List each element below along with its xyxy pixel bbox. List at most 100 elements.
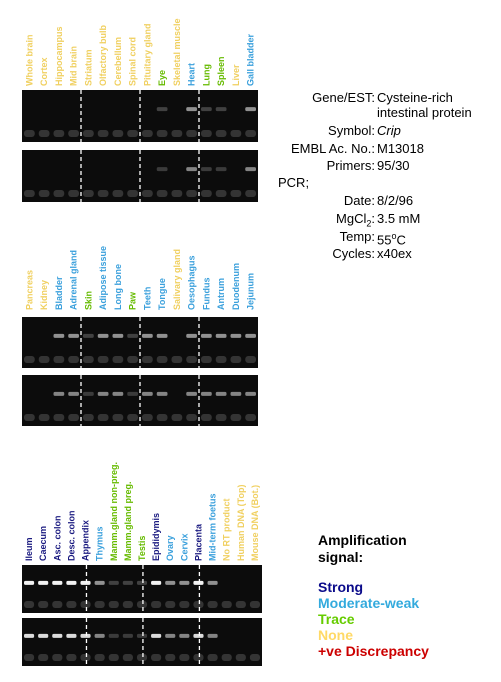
- gel-band: [112, 391, 124, 396]
- gel-glow: [38, 190, 50, 197]
- info-text: 55: [377, 232, 392, 248]
- gel-glow: [151, 601, 162, 608]
- gel-band: [68, 391, 79, 396]
- gel-band: [215, 107, 227, 112]
- gel-glow: [230, 190, 242, 197]
- info-text: x40ex: [377, 246, 412, 261]
- gel-glow: [165, 601, 176, 608]
- gel-band: [142, 391, 153, 396]
- info-label: Temp:: [340, 229, 375, 244]
- lane-label: Cervix: [179, 533, 189, 561]
- lane-label: Ileum: [24, 537, 34, 561]
- gel-band: [151, 580, 162, 585]
- gel-glow: [83, 190, 94, 197]
- lane-label: Spleen: [216, 56, 226, 86]
- info-label: Cycles:: [332, 246, 375, 261]
- gel-glow: [38, 601, 49, 608]
- lane-label: Mamm.gland non-preg.: [109, 462, 119, 561]
- gel-band: [142, 333, 153, 338]
- lane-label: Epididymis: [151, 513, 161, 561]
- lane-label: No RT product: [222, 499, 232, 562]
- lane-label: Human DNA (Top): [236, 485, 246, 562]
- lane-label: Skin: [83, 291, 93, 310]
- gel-glow: [66, 601, 77, 608]
- legend-item: Trace: [318, 611, 355, 627]
- lane-label: Hippocampus: [54, 26, 64, 86]
- gel-glow: [156, 414, 168, 421]
- lane-label: Eye: [157, 70, 167, 86]
- gel-glow: [201, 190, 212, 197]
- gel-glow: [186, 130, 197, 137]
- info-value: Crip: [377, 123, 401, 138]
- gel-glow: [215, 130, 227, 137]
- info-text: C: [396, 232, 406, 248]
- gel-glow: [24, 654, 35, 661]
- info-text: Cycles:: [332, 246, 375, 261]
- gel-band: [151, 633, 162, 638]
- gel-glow: [53, 356, 65, 363]
- lane-label: Mouse DNA (Bot.): [250, 485, 260, 561]
- gel-band: [53, 391, 65, 396]
- gel-band: [52, 580, 63, 585]
- gel-glow: [136, 601, 148, 608]
- lane-label: Pituitary gland: [142, 23, 152, 86]
- info-label: Date:: [344, 193, 375, 208]
- info-label: Gene/EST:: [312, 90, 375, 105]
- lane-label: Cortex: [39, 57, 49, 86]
- gel-glow: [94, 654, 105, 661]
- gel-glow: [97, 190, 109, 197]
- gel-glow: [112, 130, 124, 137]
- gel-glow: [68, 414, 79, 421]
- legend-title: Amplification signal:: [318, 532, 407, 565]
- gel-glow: [83, 130, 94, 137]
- info-text: 95/30: [377, 158, 410, 173]
- gel-band: [201, 167, 212, 172]
- info-value: Cysteine-rich intestinal protein: [377, 90, 472, 120]
- gel-glow: [215, 190, 227, 197]
- lane-label: Caecum: [38, 526, 48, 561]
- gel-band: [52, 633, 63, 638]
- gel-band: [193, 633, 204, 638]
- lane-label: Spinal cord: [128, 37, 138, 86]
- gel-band: [193, 580, 204, 585]
- lane-label: Salivary gland: [172, 249, 182, 310]
- gel-glow: [127, 356, 138, 363]
- lane-label: Olfactory bulb: [98, 24, 108, 86]
- gel-glow: [68, 356, 79, 363]
- lane-label: Thymus: [95, 526, 105, 561]
- info-value: 3.5 mM: [377, 211, 420, 226]
- gel-band: [179, 580, 190, 585]
- gel-glow: [80, 654, 91, 661]
- gel-glow: [156, 356, 168, 363]
- lane-label: Heart: [187, 63, 197, 86]
- lane-label: Cerebellum: [113, 37, 123, 86]
- gel-band: [80, 633, 91, 638]
- gel-glow: [201, 356, 212, 363]
- gel-glow: [193, 601, 204, 608]
- lane-label: Skeletal muscle: [172, 18, 182, 86]
- info-text: Cysteine-rich: [377, 90, 453, 105]
- lane-label: Mamm.gland preg.: [123, 481, 133, 561]
- lane-label: Asc. colon: [52, 515, 62, 561]
- gel-glow: [151, 654, 162, 661]
- gel-band: [136, 580, 148, 585]
- lane-label: Teeth: [142, 287, 152, 310]
- info-value: x40ex: [377, 246, 412, 261]
- gel-glow: [24, 356, 35, 363]
- gel-glow: [193, 654, 204, 661]
- lane-label: Adrenal gland: [69, 250, 79, 310]
- gel-glow: [24, 130, 35, 137]
- info-text: Gene/EST:: [312, 90, 375, 105]
- info-label: Primers:: [327, 158, 375, 173]
- gel-band: [245, 391, 256, 396]
- gel-glow: [249, 654, 260, 661]
- gel-glow: [230, 356, 242, 363]
- gel-glow: [179, 601, 190, 608]
- gel-band: [230, 333, 242, 338]
- lane-label: Testis: [137, 536, 147, 561]
- gel-band: [97, 391, 109, 396]
- info-text: MgCl: [336, 211, 367, 226]
- gel-glow: [112, 414, 124, 421]
